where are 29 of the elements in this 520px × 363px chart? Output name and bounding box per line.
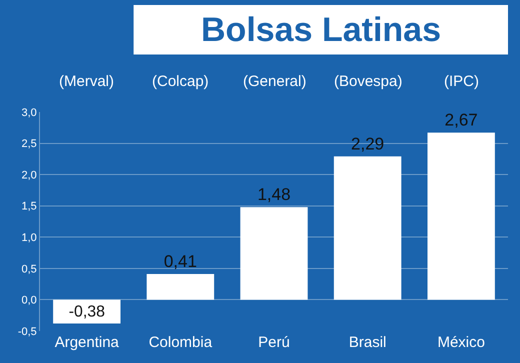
y-tick-label: -0,5: [18, 326, 37, 338]
x-tick-label: Colombia: [148, 334, 213, 351]
chart-title: Bolsas Latinas: [201, 11, 441, 49]
y-tick-label: 2,0: [22, 169, 37, 182]
x-tick-label: México: [437, 334, 485, 351]
text: (Bovespa): [334, 73, 402, 90]
x-tick-label: Perú: [258, 334, 290, 351]
y-tick-label: 2,5: [22, 138, 37, 150]
x-tick-label: Brasil: [348, 334, 386, 351]
text: (IPC): [444, 73, 479, 90]
text: (Colcap): [152, 73, 209, 90]
y-tick-label: 0,0: [22, 294, 37, 307]
bar: [53, 300, 120, 324]
bar: [240, 207, 308, 300]
y-tick-label: 1,0: [22, 232, 37, 244]
y-tick-label: 1,5: [22, 200, 37, 213]
data-label: 1,48: [257, 185, 291, 204]
bar: [428, 132, 495, 300]
bar: [334, 156, 402, 300]
bar: [146, 274, 214, 300]
data-label: 2,67: [444, 110, 478, 130]
y-tick-label: 0,5: [22, 263, 37, 276]
x-tick-label: Argentina: [54, 334, 120, 351]
data-label: 2,29: [351, 134, 384, 154]
data-label: -0,38: [68, 304, 106, 321]
text: (General): [243, 73, 306, 90]
text: (Merval): [59, 73, 114, 90]
data-label: 0,41: [164, 252, 197, 272]
y-tick-label: 3,0: [22, 106, 37, 119]
